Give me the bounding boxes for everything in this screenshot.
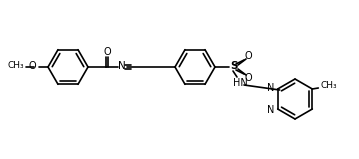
Text: O: O	[103, 47, 111, 57]
Text: CH₃: CH₃	[8, 62, 24, 70]
Text: N: N	[267, 83, 275, 93]
Text: CH₃: CH₃	[320, 82, 337, 90]
Text: O: O	[28, 61, 36, 71]
Text: O: O	[244, 73, 252, 83]
Text: HN: HN	[233, 78, 247, 88]
Text: S: S	[230, 61, 238, 71]
Text: N: N	[118, 61, 126, 71]
Text: O: O	[244, 51, 252, 61]
Text: N: N	[267, 105, 275, 115]
